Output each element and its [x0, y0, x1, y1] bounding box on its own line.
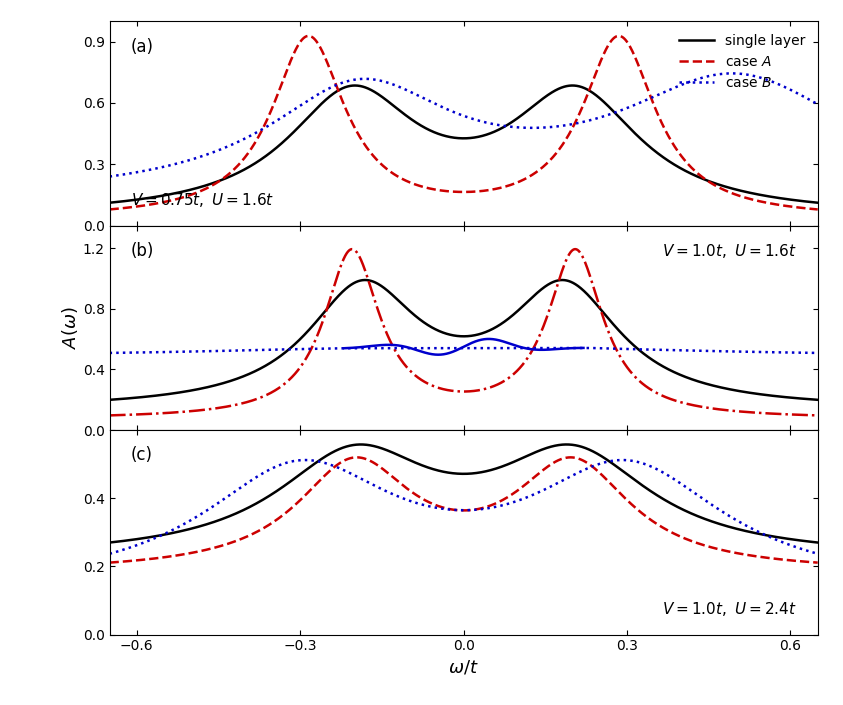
- Text: $V=1.0t,\ U=1.6t$: $V=1.0t,\ U=1.6t$: [662, 242, 797, 260]
- Text: (c): (c): [131, 446, 153, 465]
- X-axis label: $\omega/t$: $\omega/t$: [448, 659, 479, 677]
- Text: (a): (a): [131, 37, 153, 56]
- Legend: single layer, case $A$, case $B$: single layer, case $A$, case $B$: [674, 28, 811, 95]
- Y-axis label: $A(\omega)$: $A(\omega)$: [60, 307, 80, 349]
- Text: (b): (b): [131, 242, 154, 260]
- Text: $V=1.0t,\ U=2.4t$: $V=1.0t,\ U=2.4t$: [662, 600, 797, 618]
- Text: $V=0.75t,\ U=1.6t$: $V=0.75t,\ U=1.6t$: [131, 191, 274, 209]
